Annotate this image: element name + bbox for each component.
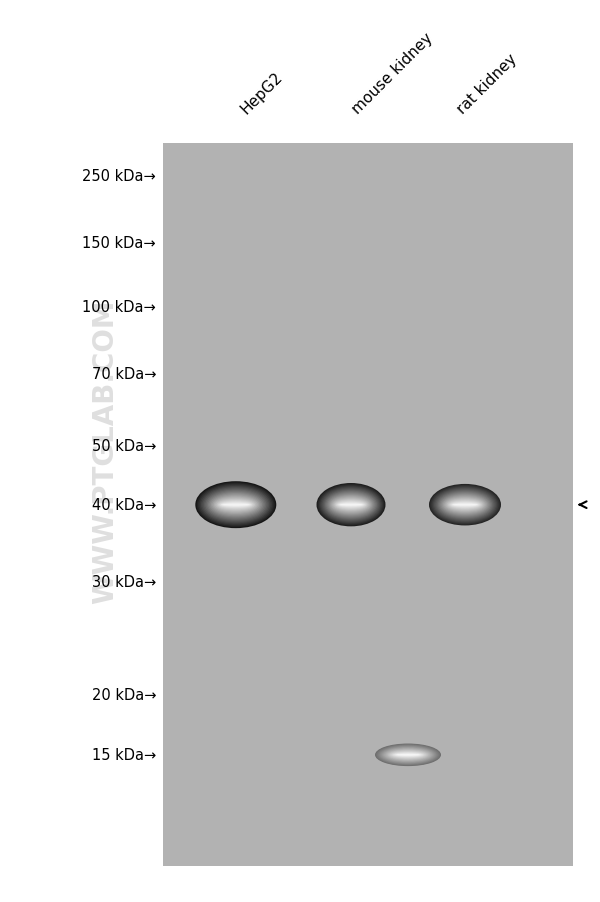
Text: 70 kDa→: 70 kDa→: [91, 367, 156, 382]
Ellipse shape: [394, 752, 422, 757]
Ellipse shape: [397, 754, 419, 756]
Ellipse shape: [217, 500, 255, 511]
Ellipse shape: [332, 498, 370, 512]
Text: 50 kDa→: 50 kDa→: [92, 439, 156, 454]
Ellipse shape: [326, 492, 376, 518]
Ellipse shape: [453, 504, 477, 506]
Ellipse shape: [379, 745, 437, 765]
Ellipse shape: [439, 492, 491, 518]
Ellipse shape: [205, 490, 266, 520]
Text: 250 kDa→: 250 kDa→: [82, 169, 156, 183]
Ellipse shape: [386, 750, 430, 760]
Ellipse shape: [445, 498, 485, 512]
Ellipse shape: [433, 487, 497, 523]
Ellipse shape: [196, 482, 277, 529]
Ellipse shape: [396, 754, 420, 756]
Ellipse shape: [200, 485, 272, 525]
Ellipse shape: [375, 743, 441, 766]
Ellipse shape: [323, 489, 379, 521]
Ellipse shape: [215, 498, 256, 512]
Ellipse shape: [197, 483, 275, 528]
Ellipse shape: [436, 490, 495, 520]
Bar: [163, 144, 573, 866]
Ellipse shape: [392, 752, 424, 758]
Ellipse shape: [389, 750, 427, 759]
Ellipse shape: [318, 484, 384, 526]
Ellipse shape: [444, 497, 486, 513]
Text: rat kidney: rat kidney: [454, 51, 520, 117]
Text: 20 kDa→: 20 kDa→: [91, 687, 156, 702]
Ellipse shape: [322, 488, 380, 522]
Ellipse shape: [324, 490, 378, 520]
Ellipse shape: [198, 484, 274, 526]
Ellipse shape: [382, 747, 434, 763]
Ellipse shape: [330, 495, 372, 515]
Ellipse shape: [451, 502, 479, 508]
Ellipse shape: [329, 494, 373, 516]
Ellipse shape: [204, 489, 268, 521]
Ellipse shape: [388, 750, 428, 760]
Ellipse shape: [325, 491, 377, 520]
Ellipse shape: [334, 499, 368, 511]
Text: 40 kDa→: 40 kDa→: [92, 498, 156, 512]
Ellipse shape: [337, 502, 365, 509]
Ellipse shape: [395, 753, 421, 757]
Ellipse shape: [335, 500, 367, 511]
Ellipse shape: [446, 499, 484, 511]
Ellipse shape: [384, 748, 432, 761]
Ellipse shape: [222, 504, 250, 506]
Ellipse shape: [391, 751, 425, 759]
Ellipse shape: [317, 483, 386, 527]
Ellipse shape: [338, 503, 364, 507]
Ellipse shape: [437, 491, 493, 520]
Ellipse shape: [221, 502, 251, 508]
Ellipse shape: [220, 502, 252, 509]
Ellipse shape: [431, 486, 499, 524]
Ellipse shape: [438, 492, 492, 519]
Ellipse shape: [440, 493, 490, 517]
Ellipse shape: [336, 501, 366, 510]
Text: 150 kDa→: 150 kDa→: [82, 236, 156, 251]
Ellipse shape: [430, 485, 500, 525]
Ellipse shape: [383, 748, 433, 762]
Ellipse shape: [201, 486, 271, 524]
Ellipse shape: [208, 492, 263, 518]
Text: 15 kDa→: 15 kDa→: [92, 748, 156, 762]
Ellipse shape: [443, 496, 487, 514]
Ellipse shape: [390, 751, 426, 759]
Text: 100 kDa→: 100 kDa→: [82, 299, 156, 314]
Ellipse shape: [385, 749, 431, 761]
Ellipse shape: [328, 493, 374, 517]
Ellipse shape: [320, 487, 382, 523]
Ellipse shape: [211, 494, 261, 516]
Ellipse shape: [448, 500, 482, 511]
Ellipse shape: [202, 487, 269, 523]
Ellipse shape: [377, 745, 439, 765]
Ellipse shape: [376, 744, 440, 766]
Ellipse shape: [452, 503, 478, 507]
Ellipse shape: [209, 493, 262, 517]
Ellipse shape: [429, 484, 501, 526]
Ellipse shape: [214, 497, 258, 513]
Text: WWW.PTGLAB.COM: WWW.PTGLAB.COM: [91, 299, 119, 603]
Ellipse shape: [319, 485, 383, 525]
Ellipse shape: [340, 504, 362, 506]
Text: 30 kDa→: 30 kDa→: [92, 575, 156, 589]
Ellipse shape: [381, 747, 435, 763]
Ellipse shape: [380, 746, 436, 764]
Ellipse shape: [218, 501, 254, 510]
Ellipse shape: [331, 496, 371, 514]
Ellipse shape: [212, 496, 259, 514]
Text: HepG2: HepG2: [238, 69, 286, 117]
Ellipse shape: [442, 494, 488, 516]
Ellipse shape: [449, 501, 481, 510]
Ellipse shape: [206, 491, 265, 520]
Text: mouse kidney: mouse kidney: [349, 31, 436, 117]
Ellipse shape: [434, 489, 496, 521]
